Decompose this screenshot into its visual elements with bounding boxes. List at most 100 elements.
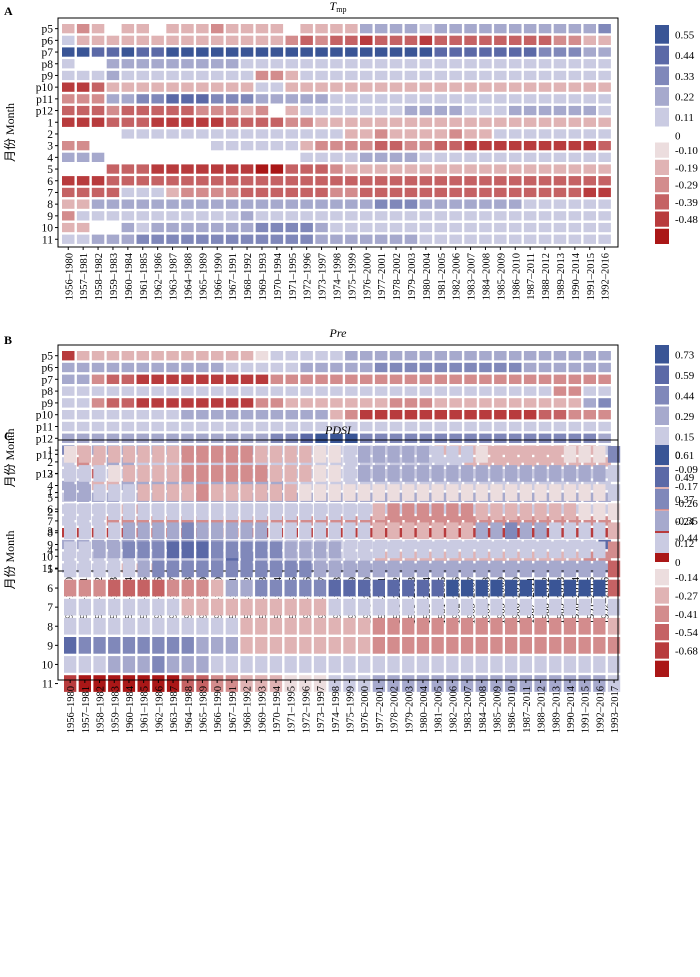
heatmap-cell	[122, 560, 136, 578]
heatmap-cell	[299, 503, 312, 520]
heatmap-cell	[211, 351, 224, 361]
x-tick-label: 1984–2008	[478, 686, 489, 733]
x-tick-label: 1987–2011	[522, 686, 533, 733]
heatmap-cell	[240, 70, 254, 81]
heatmap-cell	[151, 82, 164, 92]
heatmap-cell	[91, 234, 105, 244]
heatmap-cell	[509, 386, 522, 396]
heatmap-cell	[91, 94, 105, 104]
heatmap-cell	[300, 70, 313, 81]
heatmap-cell	[358, 656, 371, 673]
heatmap-cell	[519, 675, 532, 692]
heatmap-cell	[300, 516, 313, 526]
heatmap-cell	[578, 560, 591, 578]
heatmap-cell	[434, 222, 447, 233]
heatmap-cell	[166, 351, 179, 361]
heatmap-cell	[404, 59, 418, 69]
heatmap-cell	[416, 579, 430, 597]
y-tick-label: 1	[47, 117, 53, 129]
heatmap-cell	[91, 362, 105, 373]
heatmap-cell	[598, 24, 611, 34]
heatmap-cell	[121, 362, 135, 373]
heatmap-cell	[389, 117, 403, 127]
y-tick-label: p11	[36, 422, 53, 434]
colorbar-swatch	[655, 624, 669, 641]
heatmap-cell	[211, 656, 224, 673]
heatmap-cell	[345, 164, 358, 174]
y-tick-label: 7	[47, 602, 53, 614]
heatmap-cell	[343, 656, 356, 673]
heatmap-cell	[269, 465, 283, 482]
y-tick-label: 4	[47, 152, 53, 164]
heatmap-cell	[196, 211, 209, 221]
heatmap-cell	[419, 152, 433, 162]
heatmap-cell	[568, 59, 582, 69]
heatmap-cell	[372, 579, 385, 597]
heatmap-cell	[93, 617, 106, 635]
heatmap-cell	[285, 152, 298, 162]
heatmap-cell	[330, 234, 343, 244]
heatmap-cell	[91, 351, 105, 361]
heatmap-cell	[404, 70, 418, 81]
heatmap-cell	[152, 598, 165, 616]
heatmap-cell	[374, 516, 388, 526]
colorbar-swatch	[655, 569, 669, 586]
heatmap-cell	[583, 433, 596, 443]
panel-A: A Tmpp5p6p7p8p9p10p11p1212345678910111956…	[3, 0, 698, 300]
heatmap-cell	[62, 410, 75, 420]
heatmap-cell	[345, 141, 358, 151]
heatmap-cell	[345, 82, 358, 92]
heatmap-cell	[255, 234, 269, 244]
heatmap-cell	[240, 187, 254, 198]
heatmap-cell	[583, 234, 596, 244]
heatmap-cell	[166, 656, 180, 673]
heatmap-cell	[91, 24, 105, 34]
heatmap-cell	[240, 199, 254, 209]
heatmap-cell	[211, 433, 224, 443]
heatmap-cell	[490, 446, 503, 463]
heatmap-cell	[360, 374, 373, 384]
x-tick-label: 1986–2010	[511, 253, 522, 300]
heatmap-cell	[151, 47, 164, 57]
heatmap-cell	[568, 164, 582, 174]
heatmap-cell	[434, 105, 447, 116]
heatmap-cell	[389, 141, 403, 151]
colorbar-swatch	[655, 427, 669, 446]
heatmap-cell	[122, 446, 136, 463]
heatmap-cell	[181, 164, 194, 174]
heatmap-cell	[509, 59, 522, 69]
heatmap-cell	[196, 105, 209, 116]
heatmap-cell	[108, 484, 121, 501]
heatmap-cell	[328, 465, 341, 482]
heatmap-cell	[389, 433, 403, 443]
x-tick-label: 1991–2015	[581, 686, 592, 733]
heatmap-cell	[494, 117, 507, 127]
x-tick-label: 1966–1990	[213, 253, 224, 300]
heatmap-cell	[270, 117, 284, 127]
heatmap-cell	[519, 637, 532, 654]
heatmap-cell	[152, 656, 165, 673]
heatmap-cell	[330, 129, 343, 139]
heatmap-cell	[315, 152, 328, 162]
heatmap-cell	[449, 362, 462, 373]
heatmap-cell	[330, 117, 343, 127]
heatmap-cell	[523, 362, 537, 373]
colorbar-swatch	[655, 365, 669, 384]
y-tick-label: 9	[47, 640, 53, 652]
x-tick-label: 1993–2017	[610, 686, 621, 733]
y-tick-label: p12	[36, 468, 54, 480]
heatmap-cell	[225, 222, 239, 233]
heatmap-cell	[464, 129, 477, 139]
heatmap-cell	[479, 187, 492, 198]
heatmap-cell	[523, 129, 537, 139]
heatmap-cell	[343, 617, 356, 635]
heatmap-cell	[270, 152, 284, 162]
heatmap-cell	[137, 503, 150, 520]
heatmap-cell	[240, 117, 254, 127]
heatmap-cell	[181, 94, 194, 104]
heatmap-cell	[490, 656, 503, 673]
heatmap-cell	[328, 598, 341, 616]
heatmap-cell	[404, 211, 418, 221]
heatmap-cell	[578, 522, 591, 540]
x-tick-label: 1984–2008	[481, 253, 492, 300]
